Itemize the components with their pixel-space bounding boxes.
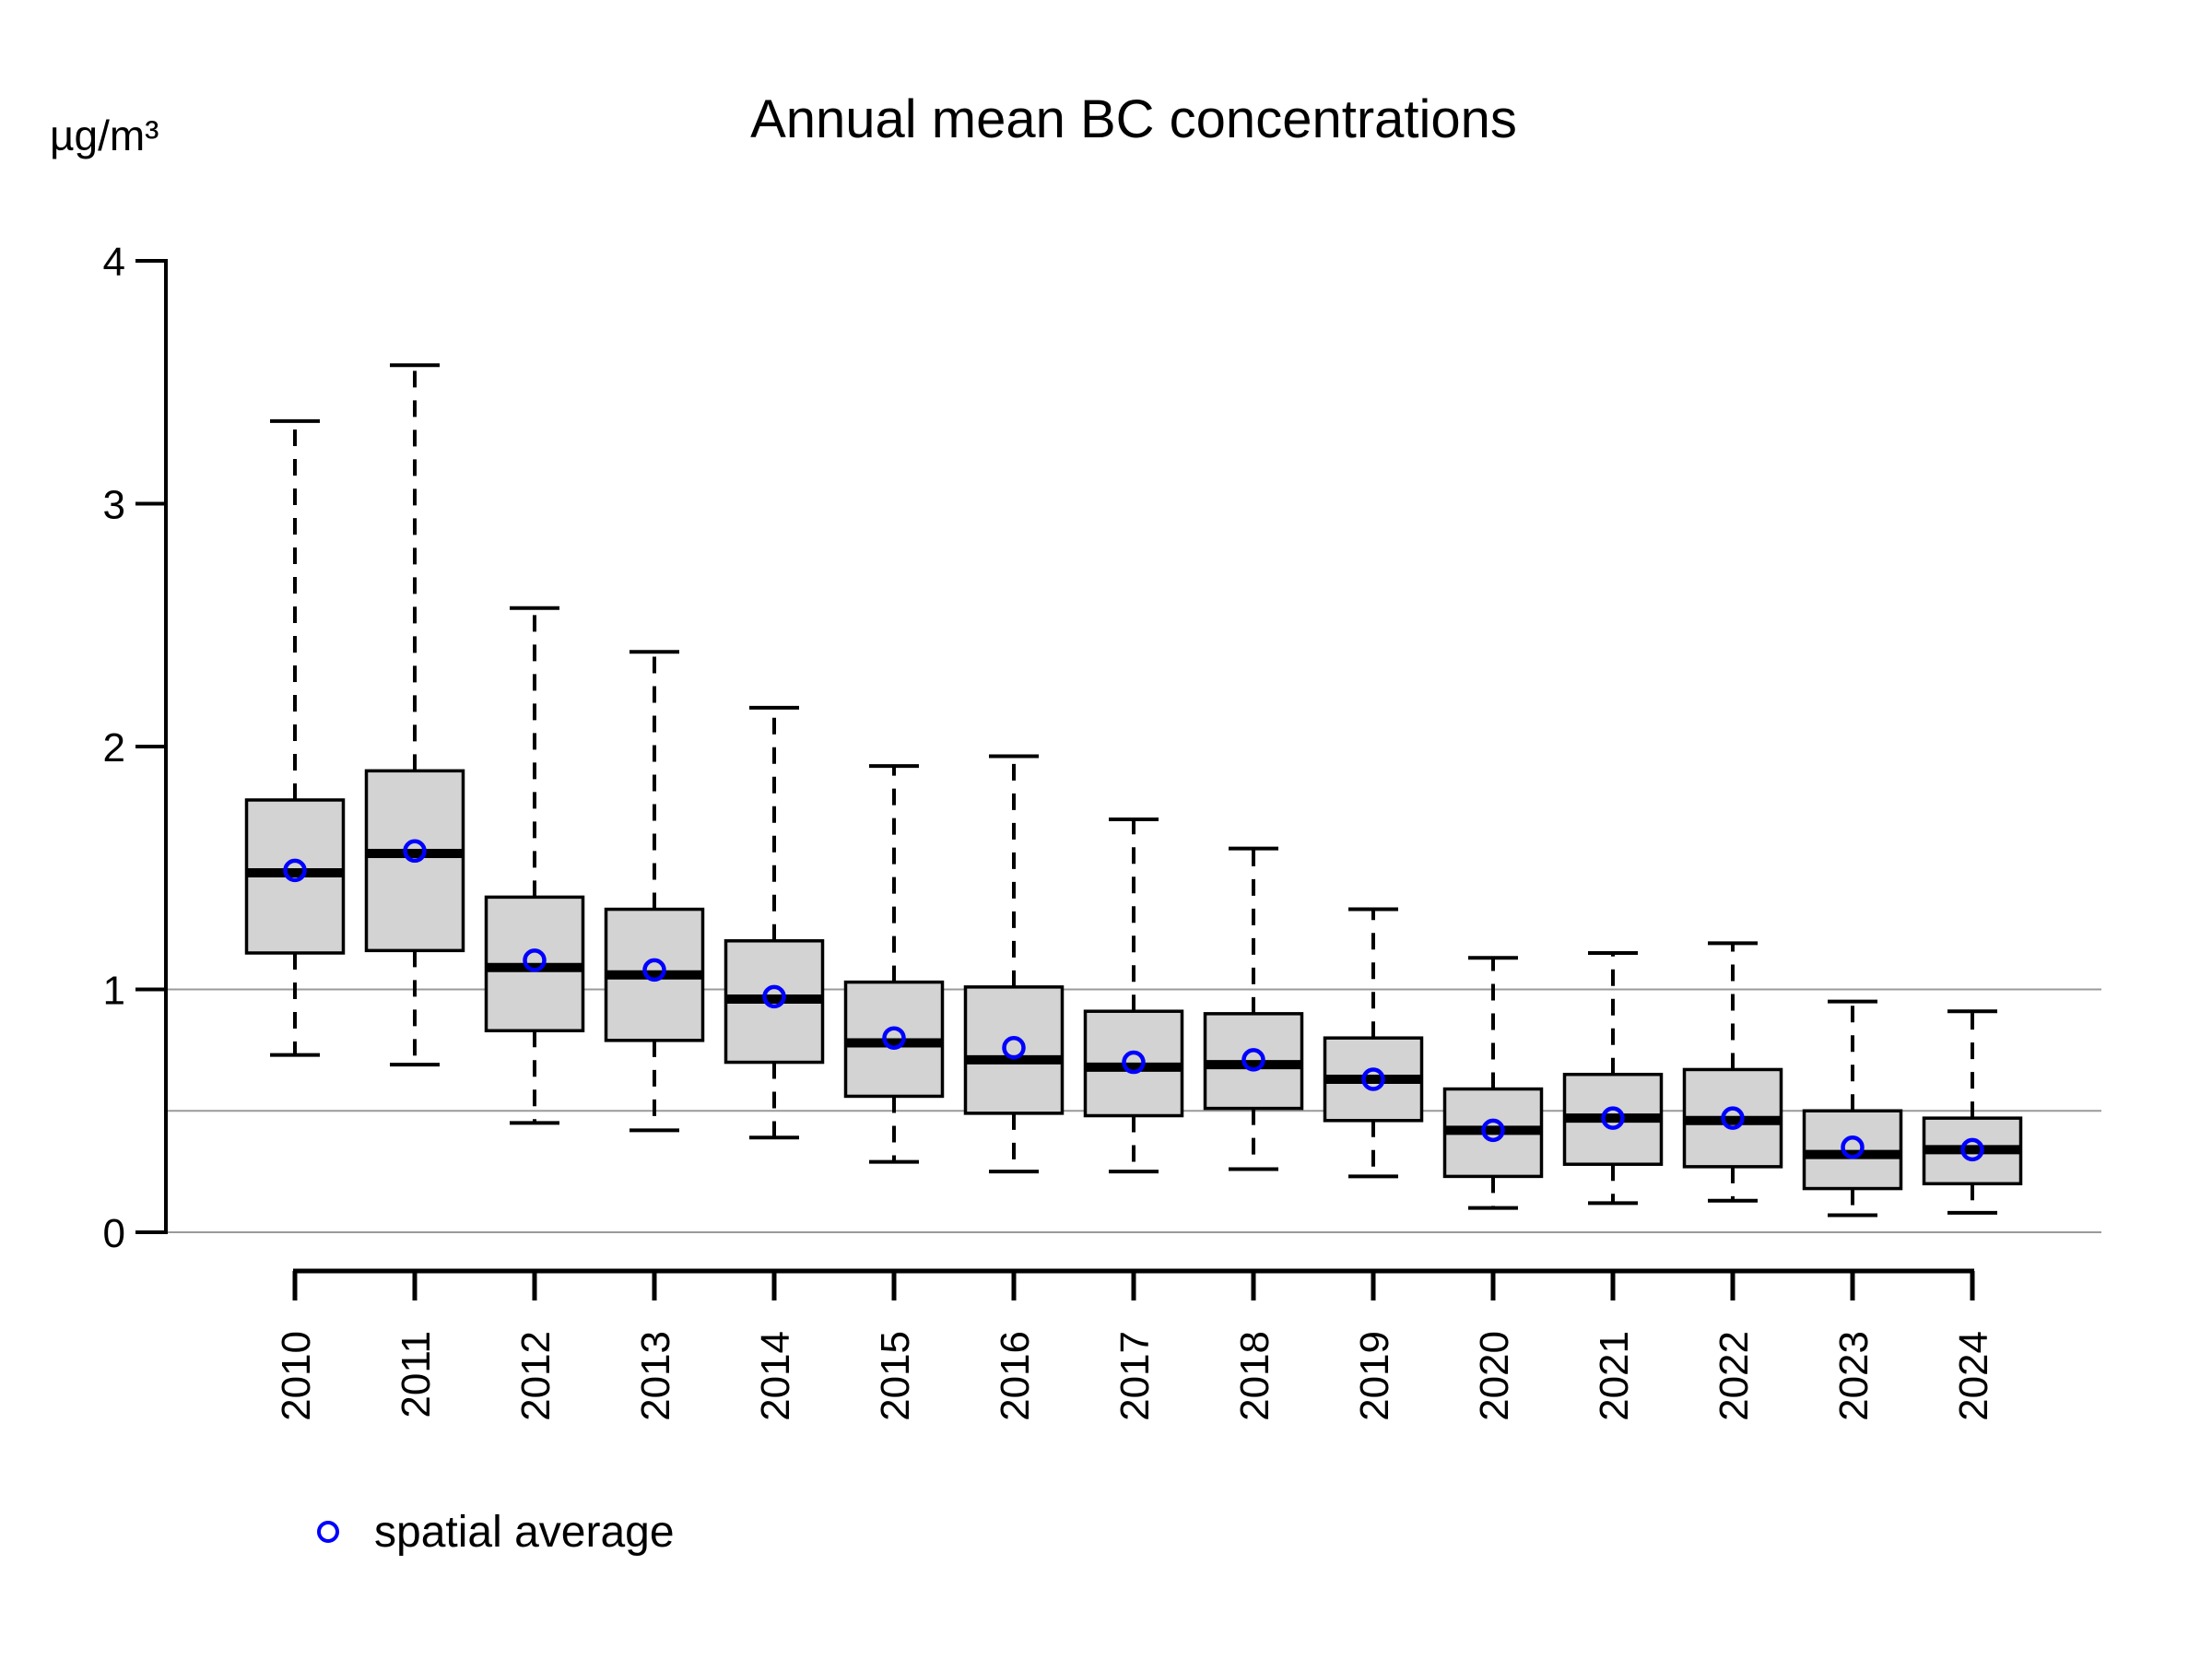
legend-label: spatial average [374, 1507, 675, 1557]
x-tick-label-year: 2021 [1592, 1331, 1637, 1421]
spatial-average-marker [403, 839, 427, 864]
x-tick-label-year: 2023 [1831, 1331, 1877, 1421]
x-tick-label-year: 2020 [1472, 1331, 1517, 1421]
spatial-average-marker [762, 984, 786, 1009]
spatial-average-marker [642, 958, 666, 982]
y-tick-label: 4 [103, 240, 125, 285]
y-tick-label: 3 [103, 483, 125, 528]
x-tick-label-year: 2016 [993, 1331, 1038, 1421]
spatial-average-marker [1122, 1050, 1146, 1075]
iqr-box [1802, 1109, 1903, 1191]
spatial-average-marker [1481, 1118, 1505, 1143]
y-tick-label: 0 [103, 1211, 125, 1256]
x-tick-label-year: 2013 [633, 1331, 678, 1421]
x-tick-label-year: 2022 [1712, 1331, 1757, 1421]
spatial-average-marker [1241, 1048, 1265, 1072]
spatial-average-marker [1960, 1137, 1984, 1162]
y-tick-label: 1 [103, 969, 125, 1014]
x-tick-label-year: 2015 [873, 1331, 918, 1421]
legend: spatial average [317, 1506, 675, 1558]
spatial-average-marker [523, 948, 547, 972]
y-tick-label: 2 [103, 725, 125, 771]
spatial-average-marker [882, 1026, 906, 1050]
spatial-average-marker [1361, 1067, 1385, 1091]
x-tick-label-year: 2012 [513, 1331, 559, 1421]
x-tick-label-year: 2024 [1951, 1331, 1996, 1421]
spatial-average-marker [1841, 1135, 1865, 1159]
x-tick-label-year: 2019 [1352, 1331, 1397, 1421]
spatial-average-marker [283, 858, 307, 883]
spatial-average-marker [1601, 1106, 1625, 1130]
spatial-average-marker [1721, 1106, 1745, 1130]
x-tick-label-year: 2010 [274, 1331, 319, 1421]
spatial-average-marker [1002, 1035, 1026, 1060]
spatial-average-circle-icon [317, 1521, 339, 1543]
iqr-box [963, 985, 1065, 1115]
x-tick-label-year: 2017 [1112, 1331, 1158, 1421]
chart-title: Annual mean BC concentrations [750, 89, 1517, 149]
x-tick-label-year: 2018 [1232, 1331, 1277, 1421]
x-tick-label-year: 2011 [394, 1331, 439, 1418]
y-axis-unit-label: µg/m³ [50, 112, 159, 159]
x-tick-label-year: 2014 [753, 1331, 798, 1421]
